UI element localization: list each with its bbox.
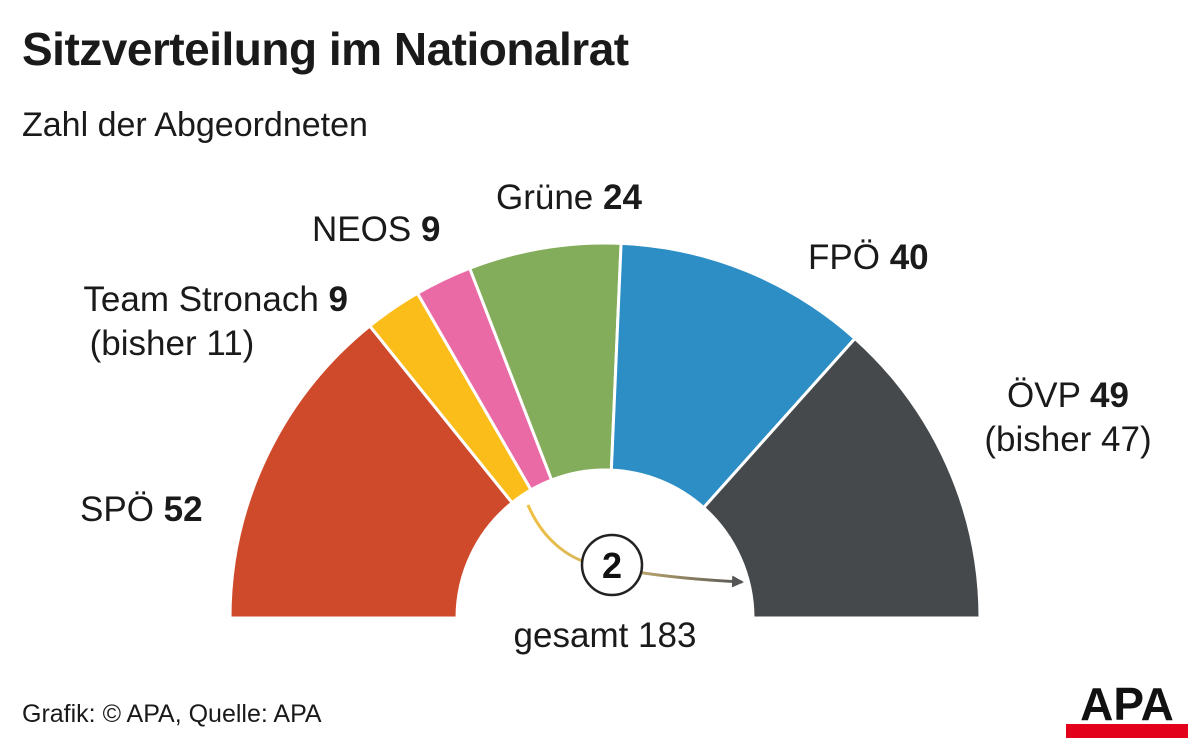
source-footer: Grafik: © APA, Quelle: APA xyxy=(22,700,322,728)
label-oevp-value: 49 xyxy=(1090,376,1129,415)
label-team-stronach-value: 9 xyxy=(328,280,348,319)
label-fpoe: FPÖ 40 xyxy=(808,236,929,280)
label-fpoe-name: FPÖ xyxy=(808,238,880,277)
slice-fpö xyxy=(609,241,858,510)
label-neos-name: NEOS xyxy=(312,210,412,249)
chart-subtitle: Zahl der Abgeordneten xyxy=(22,106,368,144)
label-neos-value: 9 xyxy=(420,210,441,249)
label-fpoe-value: 40 xyxy=(889,238,929,277)
label-spoe: SPÖ 52 xyxy=(80,488,203,532)
label-spoe-name: SPÖ xyxy=(80,490,154,529)
label-oevp-name: ÖVP xyxy=(1007,376,1081,415)
label-oevp-previous: (bisher 47) xyxy=(984,420,1152,459)
total-label: gesamt 183 xyxy=(513,616,697,655)
label-team-stronach-name: Team Stronach xyxy=(83,280,319,319)
chart-title: Sitzverteilung im Nationalrat xyxy=(22,23,629,75)
label-gruene: Grüne 24 xyxy=(496,176,642,220)
slice-spö xyxy=(228,323,515,620)
label-gruene-name: Grüne xyxy=(496,178,594,217)
label-team-stronach: Team Stronach 9 (bisher 11) xyxy=(36,278,348,366)
label-team-stronach-previous: (bisher 11) xyxy=(89,324,255,363)
slice-övp xyxy=(701,336,982,620)
apa-logo-text: APA xyxy=(1080,680,1174,730)
label-oevp: ÖVP 49 (bisher 47) xyxy=(970,374,1166,462)
label-neos: NEOS 9 xyxy=(312,208,440,252)
transfer-badge xyxy=(580,533,644,597)
apa-logo: APA xyxy=(1066,680,1188,738)
label-spoe-value: 52 xyxy=(163,490,203,529)
transfer-value: 2 xyxy=(602,545,622,586)
label-gruene-value: 24 xyxy=(603,178,642,217)
